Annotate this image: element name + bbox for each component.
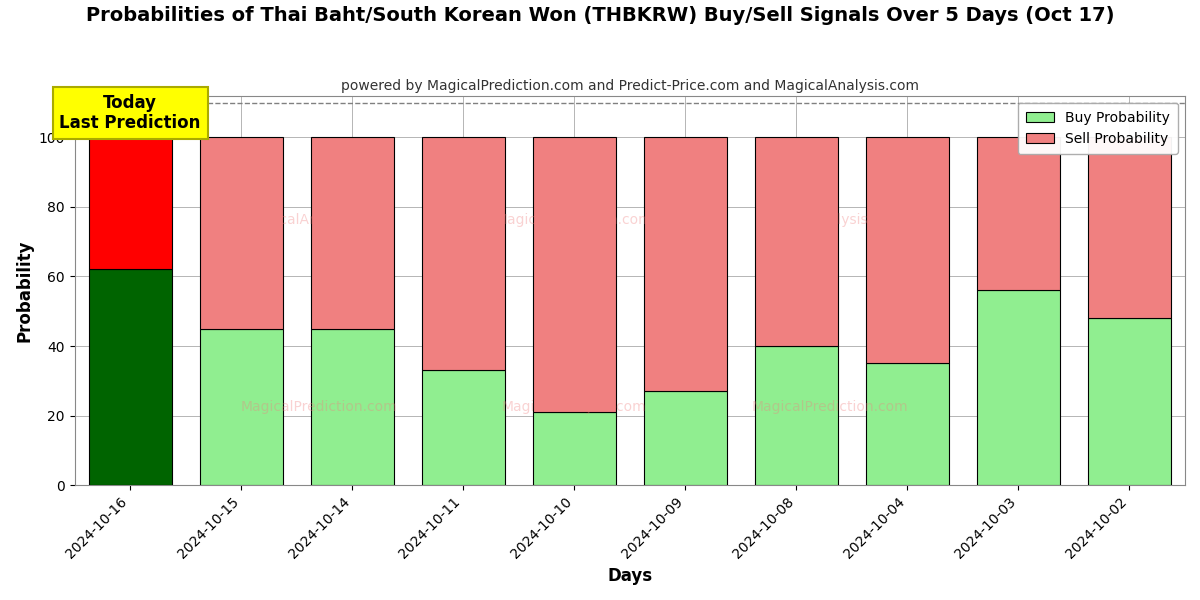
Bar [755, 137, 838, 346]
Bar [977, 290, 1060, 485]
Text: MagicalPrediction.com: MagicalPrediction.com [496, 213, 653, 227]
Text: MagicalAnalysis.com: MagicalAnalysis.com [757, 213, 902, 227]
Bar [311, 329, 394, 485]
Bar [643, 391, 727, 485]
Legend: Buy Probability, Sell Probability: Buy Probability, Sell Probability [1018, 103, 1178, 154]
Bar [89, 137, 172, 269]
Bar [1088, 137, 1171, 318]
Text: Probabilities of Thai Baht/South Korean Won (THBKRW) Buy/Sell Signals Over 5 Day: Probabilities of Thai Baht/South Korean … [85, 6, 1115, 25]
Bar [421, 137, 505, 370]
X-axis label: Days: Days [607, 567, 653, 585]
Bar [199, 137, 283, 329]
Bar [977, 137, 1060, 290]
Y-axis label: Probability: Probability [16, 239, 34, 341]
Bar [533, 412, 616, 485]
Title: powered by MagicalPrediction.com and Predict-Price.com and MagicalAnalysis.com: powered by MagicalPrediction.com and Pre… [341, 79, 919, 93]
Bar [199, 329, 283, 485]
Text: MagicalPrediction.com: MagicalPrediction.com [241, 400, 397, 414]
Text: Today
Last Prediction: Today Last Prediction [60, 94, 200, 133]
Bar [1088, 318, 1171, 485]
Bar [533, 137, 616, 412]
Bar [311, 137, 394, 329]
Bar [865, 364, 949, 485]
Text: MagicalAnalysis.com: MagicalAnalysis.com [502, 400, 647, 414]
Bar [421, 370, 505, 485]
Text: MagicalPrediction.com: MagicalPrediction.com [751, 400, 908, 414]
Bar [755, 346, 838, 485]
Bar [89, 269, 172, 485]
Bar [643, 137, 727, 391]
Bar [865, 137, 949, 364]
Text: MagicalAnalysis.com: MagicalAnalysis.com [247, 213, 391, 227]
